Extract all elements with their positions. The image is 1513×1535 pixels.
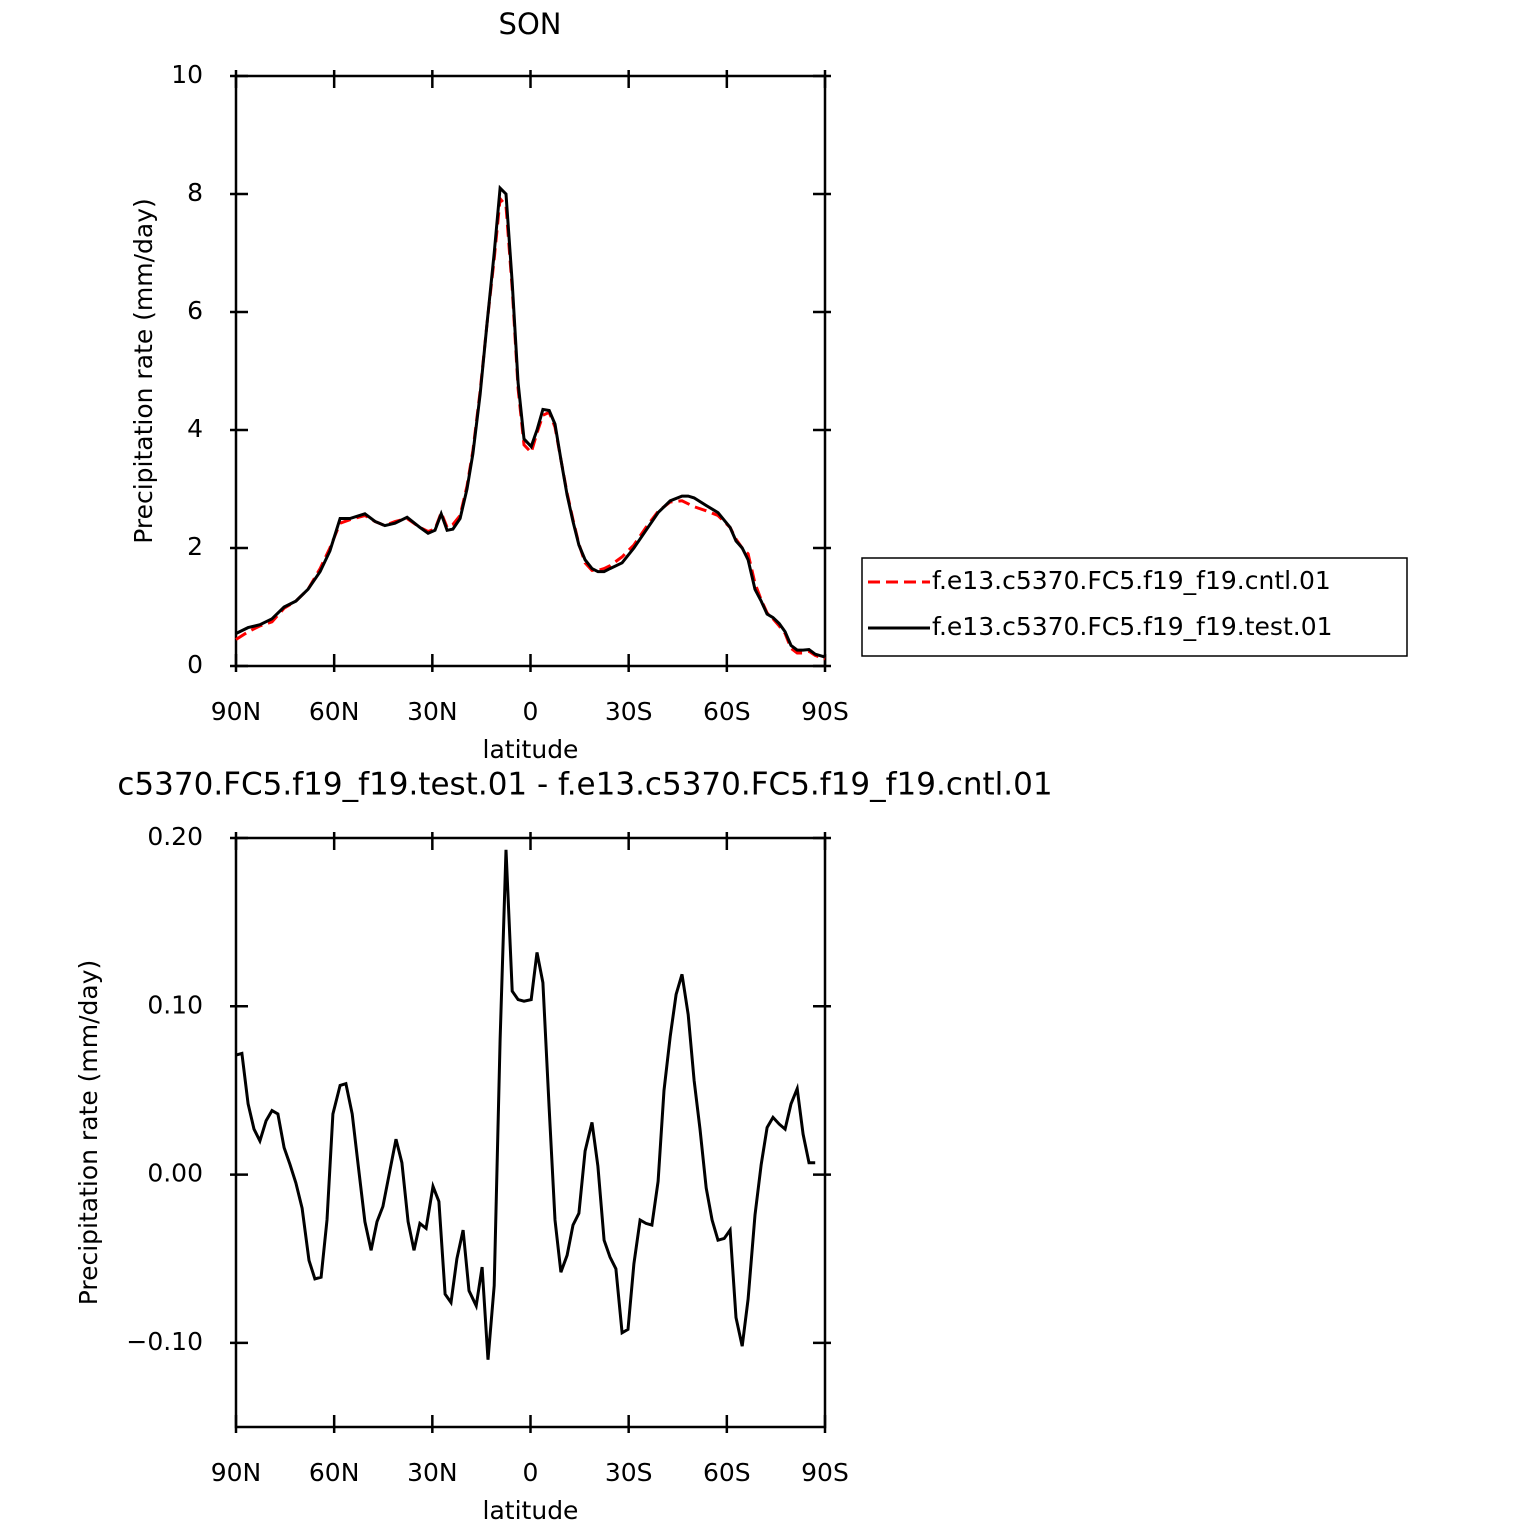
x-tick-label: 60N [309, 1458, 360, 1487]
x-tick-label: 90N [211, 697, 262, 726]
x-tick-label: 30N [407, 697, 458, 726]
y-tick-label: 0.00 [147, 1159, 203, 1188]
x-axis-label: latitude [483, 1496, 579, 1525]
data-line [235, 194, 826, 661]
y-tick-label: 4 [187, 414, 203, 443]
y-tick-label: 0.10 [147, 990, 203, 1019]
y-tick-label: 8 [187, 178, 203, 207]
plot-frame [234, 74, 827, 668]
x-axis-label: latitude [483, 735, 579, 764]
legend-label: f.e13.c5370.FC5.f19_f19.cntl.01 [932, 566, 1331, 595]
x-tick-label: 90S [801, 697, 849, 726]
x-tick-label: 60S [703, 1458, 751, 1487]
x-tick-label: 0 [523, 1458, 539, 1487]
chart-title: SON [499, 7, 562, 41]
x-tick-label: 90S [801, 1458, 849, 1487]
x-tick-label: 0 [523, 697, 539, 726]
y-tick-label: 0.20 [147, 822, 203, 851]
y-tick-label: 2 [187, 532, 203, 561]
x-tick-label: 30S [605, 1458, 653, 1487]
y-tick-label: −0.10 [126, 1327, 203, 1356]
data-line [235, 849, 816, 1360]
y-tick-label: 10 [171, 60, 203, 89]
y-axis-label: Precipitation rate (mm/day) [129, 198, 158, 544]
legend-box [861, 557, 1408, 657]
x-tick-label: 30S [605, 697, 653, 726]
y-tick-label: 6 [187, 296, 203, 325]
plot-frame [234, 836, 827, 1429]
legend-label: f.e13.c5370.FC5.f19_f19.test.01 [932, 612, 1333, 641]
x-tick-label: 60N [309, 697, 360, 726]
data-line [235, 184, 826, 659]
x-tick-label: 90N [211, 1458, 262, 1487]
x-tick-label: 30N [407, 1458, 458, 1487]
y-tick-label: 0 [187, 650, 203, 679]
chart-title: c5370.FC5.f19_f19.test.01 - f.e13.c5370.… [117, 767, 1052, 803]
y-axis-label: Precipitation rate (mm/day) [74, 960, 103, 1306]
x-tick-label: 60S [703, 697, 751, 726]
